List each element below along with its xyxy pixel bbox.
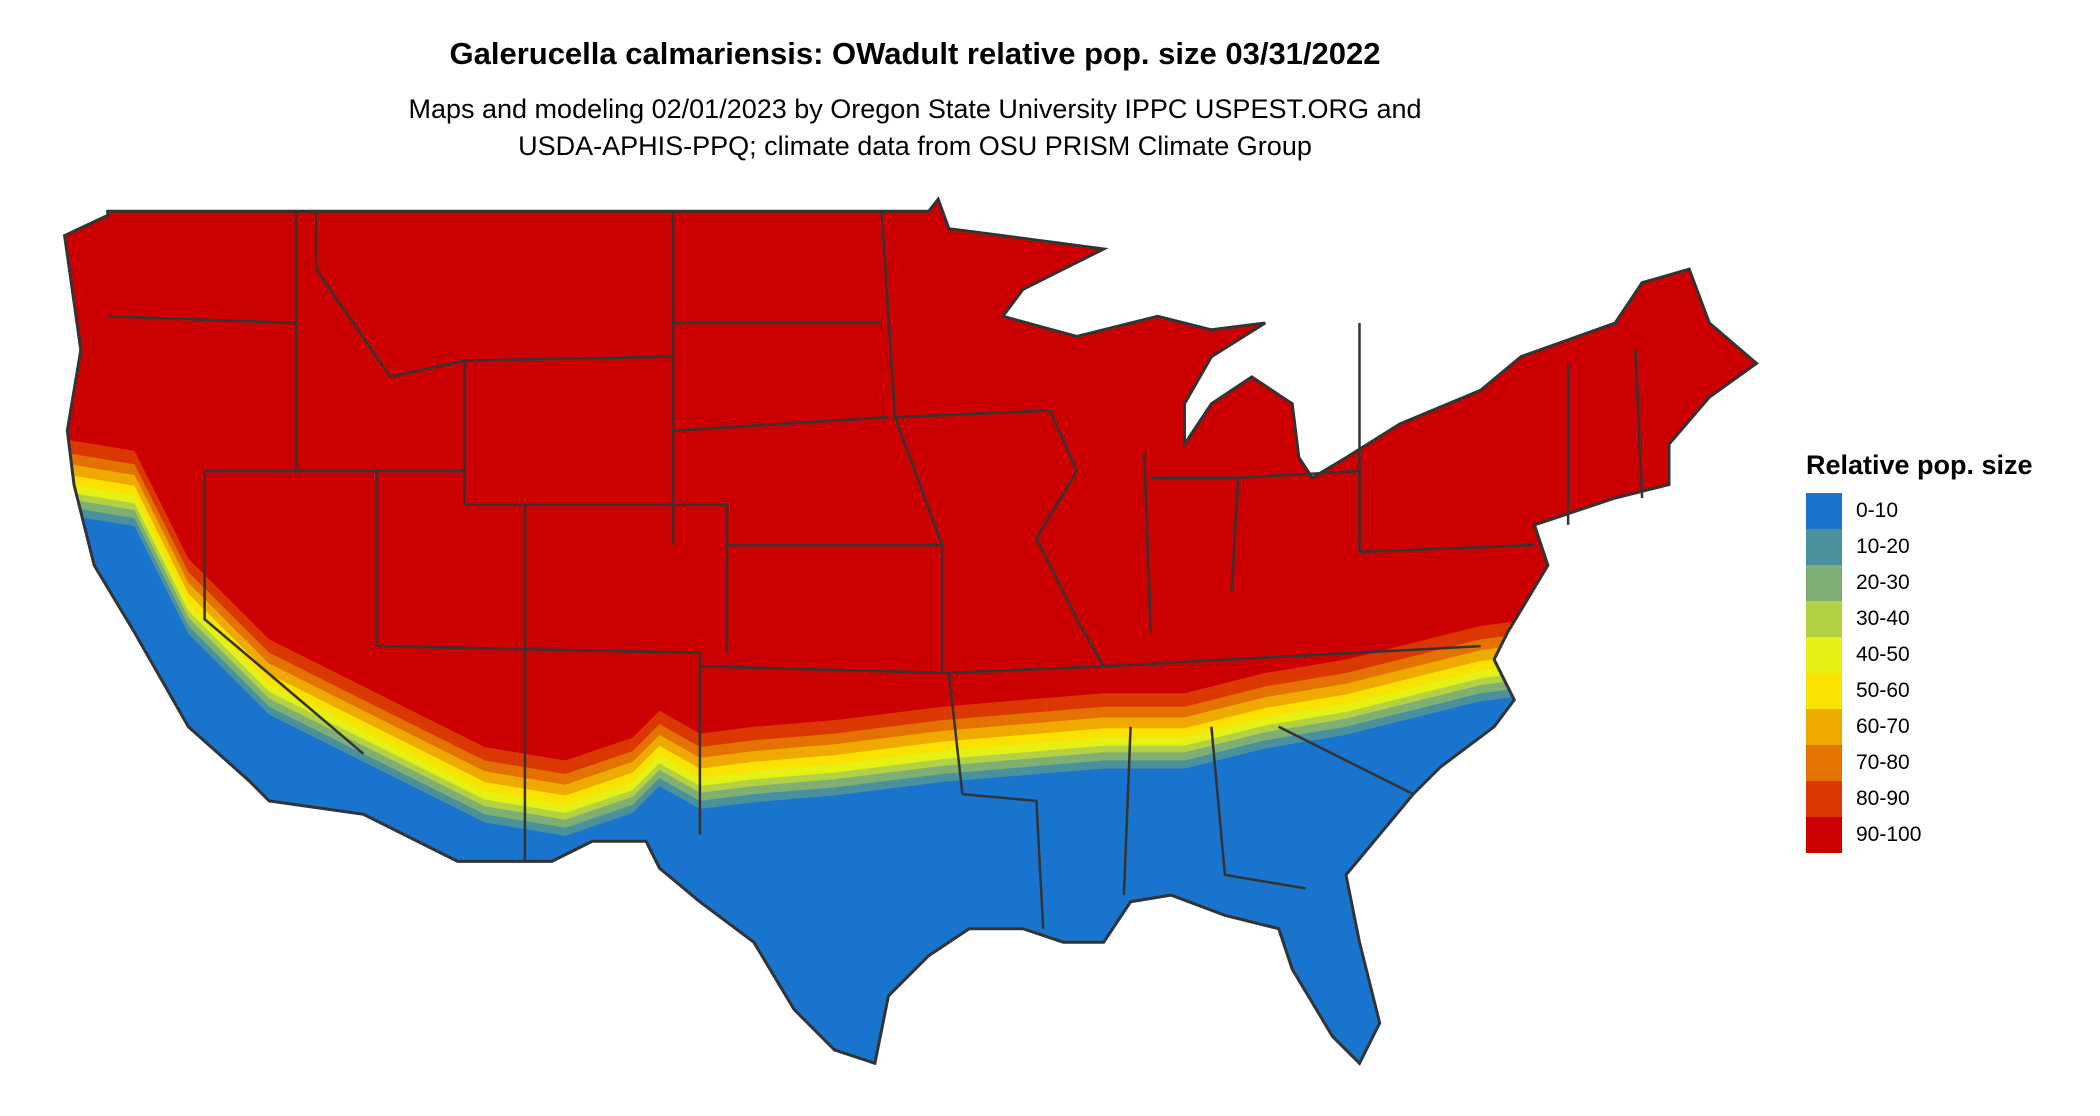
state-border (895, 409, 1050, 419)
legend-item: 50-60 (1806, 673, 2033, 709)
legend-swatch (1806, 745, 1842, 781)
legend-item: 20-30 (1806, 565, 2033, 601)
legend-label: 0-10 (1856, 499, 1899, 522)
state-border (376, 644, 700, 655)
legend-item: 80-90 (1806, 781, 2033, 817)
legend-label: 70-80 (1856, 751, 1910, 774)
legend-label: 20-30 (1856, 571, 1910, 594)
map-subtitle-line-1: Maps and modeling 02/01/2023 by Oregon S… (408, 94, 1422, 124)
legend-item: 40-50 (1806, 637, 2033, 673)
legend-item: 90-100 (1806, 817, 2033, 853)
map-title: Galerucella calmariensis: OWadult relati… (449, 36, 1381, 71)
us-outline (62, 196, 1759, 1066)
state-border (1103, 644, 1481, 668)
legend-item: 60-70 (1806, 709, 2033, 745)
map-subtitle-line-2: USDA-APHIS-PPQ; climate data from OSU PR… (518, 131, 1312, 161)
legend-title: Relative pop. size (1806, 450, 2033, 480)
legend-swatch (1806, 673, 1842, 709)
state-border (315, 211, 465, 379)
legend-swatch (1806, 709, 1842, 745)
legend-item: 10-20 (1806, 529, 2033, 565)
legend-swatch (1806, 637, 1842, 673)
legend-item: 70-80 (1806, 745, 2033, 781)
legend-label: 60-70 (1856, 715, 1910, 738)
state-borders (107, 211, 1644, 929)
state-border (524, 503, 943, 547)
state-border (1142, 450, 1153, 633)
legend-swatch (1806, 565, 1842, 601)
legend-label: 90-100 (1856, 823, 1922, 846)
state-border (962, 792, 1045, 929)
state-border (1034, 409, 1105, 667)
legend-swatch (1806, 781, 1842, 817)
state-border (1210, 726, 1306, 890)
state-border (203, 471, 365, 755)
legend-label: 50-60 (1856, 679, 1910, 702)
legend: Relative pop. size 0-10 10-20 20-30 30-40 40… (1806, 450, 2033, 853)
legend-label: 40-50 (1856, 643, 1910, 666)
state-border (1634, 349, 1644, 499)
legend-swatch (1806, 493, 1842, 529)
state-border (672, 416, 889, 432)
state-border (1359, 543, 1535, 554)
state-border (948, 665, 1104, 675)
state-border (464, 355, 674, 362)
legend-item: 30-40 (1806, 601, 2033, 637)
legend-swatch (1806, 529, 1842, 565)
legend-swatch (1806, 601, 1842, 637)
legend-swatch (1806, 817, 1842, 853)
legend-label: 80-90 (1856, 787, 1910, 810)
legend-label: 10-20 (1856, 535, 1910, 558)
legend-item: 0-10 (1806, 493, 2033, 529)
state-border (1122, 726, 1132, 896)
state-border (107, 315, 297, 325)
legend-label: 30-40 (1856, 607, 1910, 630)
state-border (1278, 725, 1414, 796)
